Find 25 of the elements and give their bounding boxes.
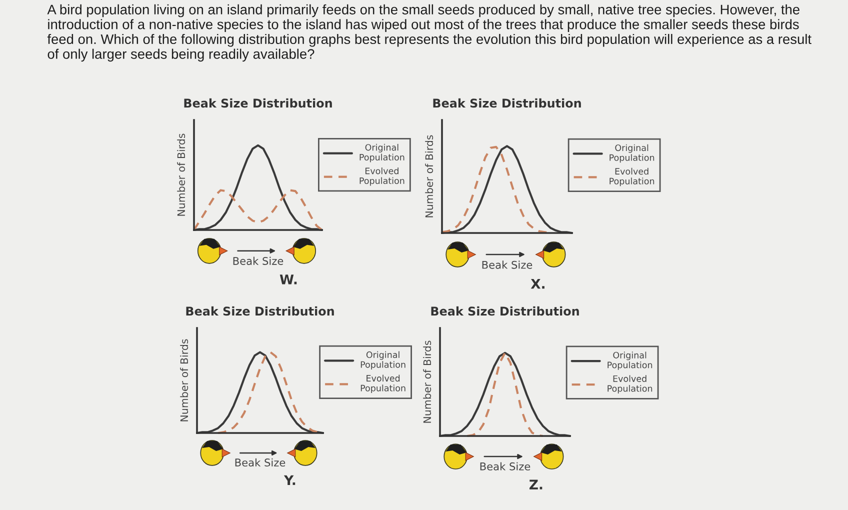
text: Z. bbox=[530, 480, 542, 490]
x-axis-title: Beak Size bbox=[235, 458, 286, 467]
legend-label: Original Population bbox=[360, 144, 404, 162]
legend-label: Evolved Population bbox=[360, 374, 406, 394]
chart-title: Beak Size Distribution bbox=[431, 306, 579, 316]
chart-title: Beak Size Distribution bbox=[433, 98, 581, 108]
y-axis-title: Number of Birds bbox=[180, 339, 188, 422]
legend-label: Original Population bbox=[360, 351, 406, 370]
text: X. bbox=[530, 279, 544, 289]
y-axis-title: Number of Birds bbox=[177, 134, 186, 216]
x-axis-title: Beak Size bbox=[482, 260, 532, 269]
x-axis-title: Beak Size bbox=[233, 256, 284, 265]
legend-label: Evolved Population bbox=[608, 375, 652, 394]
legend-label: Original Population bbox=[610, 144, 654, 163]
legend-label: Evolved Population bbox=[360, 167, 404, 186]
text: W. bbox=[280, 274, 297, 284]
chart-title: Beak Size Distribution bbox=[184, 98, 332, 108]
legend-label: Original Population bbox=[608, 352, 652, 370]
legend-label: Evolved Population bbox=[610, 168, 654, 186]
x-axis-title: Beak Size bbox=[480, 462, 530, 470]
y-axis-title: Number of Birds bbox=[425, 135, 434, 218]
chart-title: Beak Size Distribution bbox=[186, 306, 334, 316]
y-axis-title: Number of Birds bbox=[423, 340, 432, 423]
text: Y. bbox=[284, 475, 296, 485]
text: A bird population living on an island primarily feeds on the small seeds produced by small, native tree species. However, the introduction of a non-native species to the island has wiped out most of the trees that produce the smaller seeds these birds feed on. Which of the following distribution graphs best represents the evolution this bird population will experience as a result of only larger seeds being readily available? bbox=[47, 4, 812, 62]
